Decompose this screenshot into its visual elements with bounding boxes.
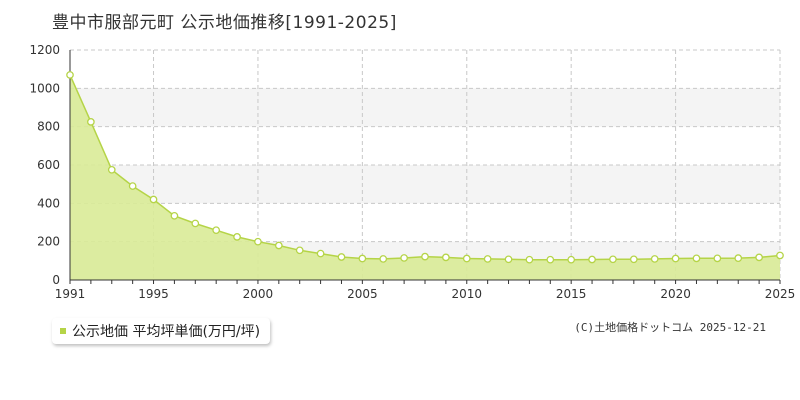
y-tick-label: 1200	[29, 43, 60, 57]
data-point	[629, 255, 638, 264]
y-tick-labels: 0 200 400 600 800 1000 1200	[29, 43, 60, 287]
data-point	[295, 246, 304, 255]
x-tick-label: 1995	[138, 287, 169, 301]
data-point	[776, 251, 784, 260]
y-tick-label: 200	[37, 235, 60, 249]
data-points	[66, 71, 784, 264]
data-point	[128, 182, 137, 190]
x-tick-label: 2015	[556, 287, 587, 301]
data-point	[671, 254, 680, 263]
data-point	[400, 254, 408, 262]
y-tick-label: 600	[37, 158, 60, 172]
data-point	[358, 254, 367, 263]
data-point	[504, 255, 513, 264]
x-tick-label: 2005	[347, 287, 378, 301]
x-tick-label: 2025	[765, 287, 796, 301]
area-fill	[70, 74, 780, 281]
data-point	[713, 254, 722, 263]
legend-label: 公示地価 平均坪単価(万円/坪)	[72, 324, 261, 340]
data-point	[650, 255, 659, 263]
y-tick-label: 0	[52, 273, 60, 287]
data-point	[546, 255, 555, 264]
legend-swatch	[60, 328, 66, 334]
data-point	[316, 249, 325, 258]
legend: 公示地価 平均坪単価(万円/坪)	[52, 318, 271, 344]
x-tick-label: 2010	[451, 287, 482, 301]
data-point	[379, 255, 388, 263]
data-point	[191, 219, 200, 228]
data-point	[567, 255, 576, 264]
data-point	[149, 195, 158, 204]
data-point	[483, 255, 492, 263]
data-point	[170, 211, 179, 220]
x-tick-label: 2020	[660, 287, 691, 301]
chart-title: 豊中市服部元町 公示地価推移[1991-2025]	[52, 13, 397, 33]
data-point	[274, 241, 283, 250]
data-point	[734, 254, 743, 262]
data-point	[755, 253, 763, 262]
x-tick-label: 1991	[55, 287, 86, 301]
x-tick-label: 2000	[243, 287, 274, 301]
data-point	[107, 165, 116, 174]
grid-band	[70, 88, 780, 127]
data-point	[462, 254, 471, 263]
data-point	[233, 233, 241, 241]
data-point	[692, 254, 701, 263]
data-point	[442, 253, 450, 262]
data-point	[337, 253, 346, 261]
y-tick-label: 400	[37, 196, 60, 210]
axes	[69, 50, 781, 284]
data-point	[212, 226, 221, 235]
y-tick-label: 1000	[29, 81, 60, 95]
data-point	[525, 255, 534, 264]
data-point	[254, 237, 262, 246]
y-tick-label: 800	[37, 120, 60, 134]
x-tick-labels: 1991 1995 2000 2005 2010 2015 2020 2025	[55, 287, 796, 301]
data-point	[66, 71, 74, 79]
data-point	[609, 255, 617, 264]
data-point	[588, 255, 596, 264]
copyright-credit: (C)土地価格ドットコム 2025-12-21	[574, 321, 766, 334]
data-point	[87, 118, 95, 126]
grid-band	[70, 165, 780, 204]
data-point	[421, 252, 429, 261]
